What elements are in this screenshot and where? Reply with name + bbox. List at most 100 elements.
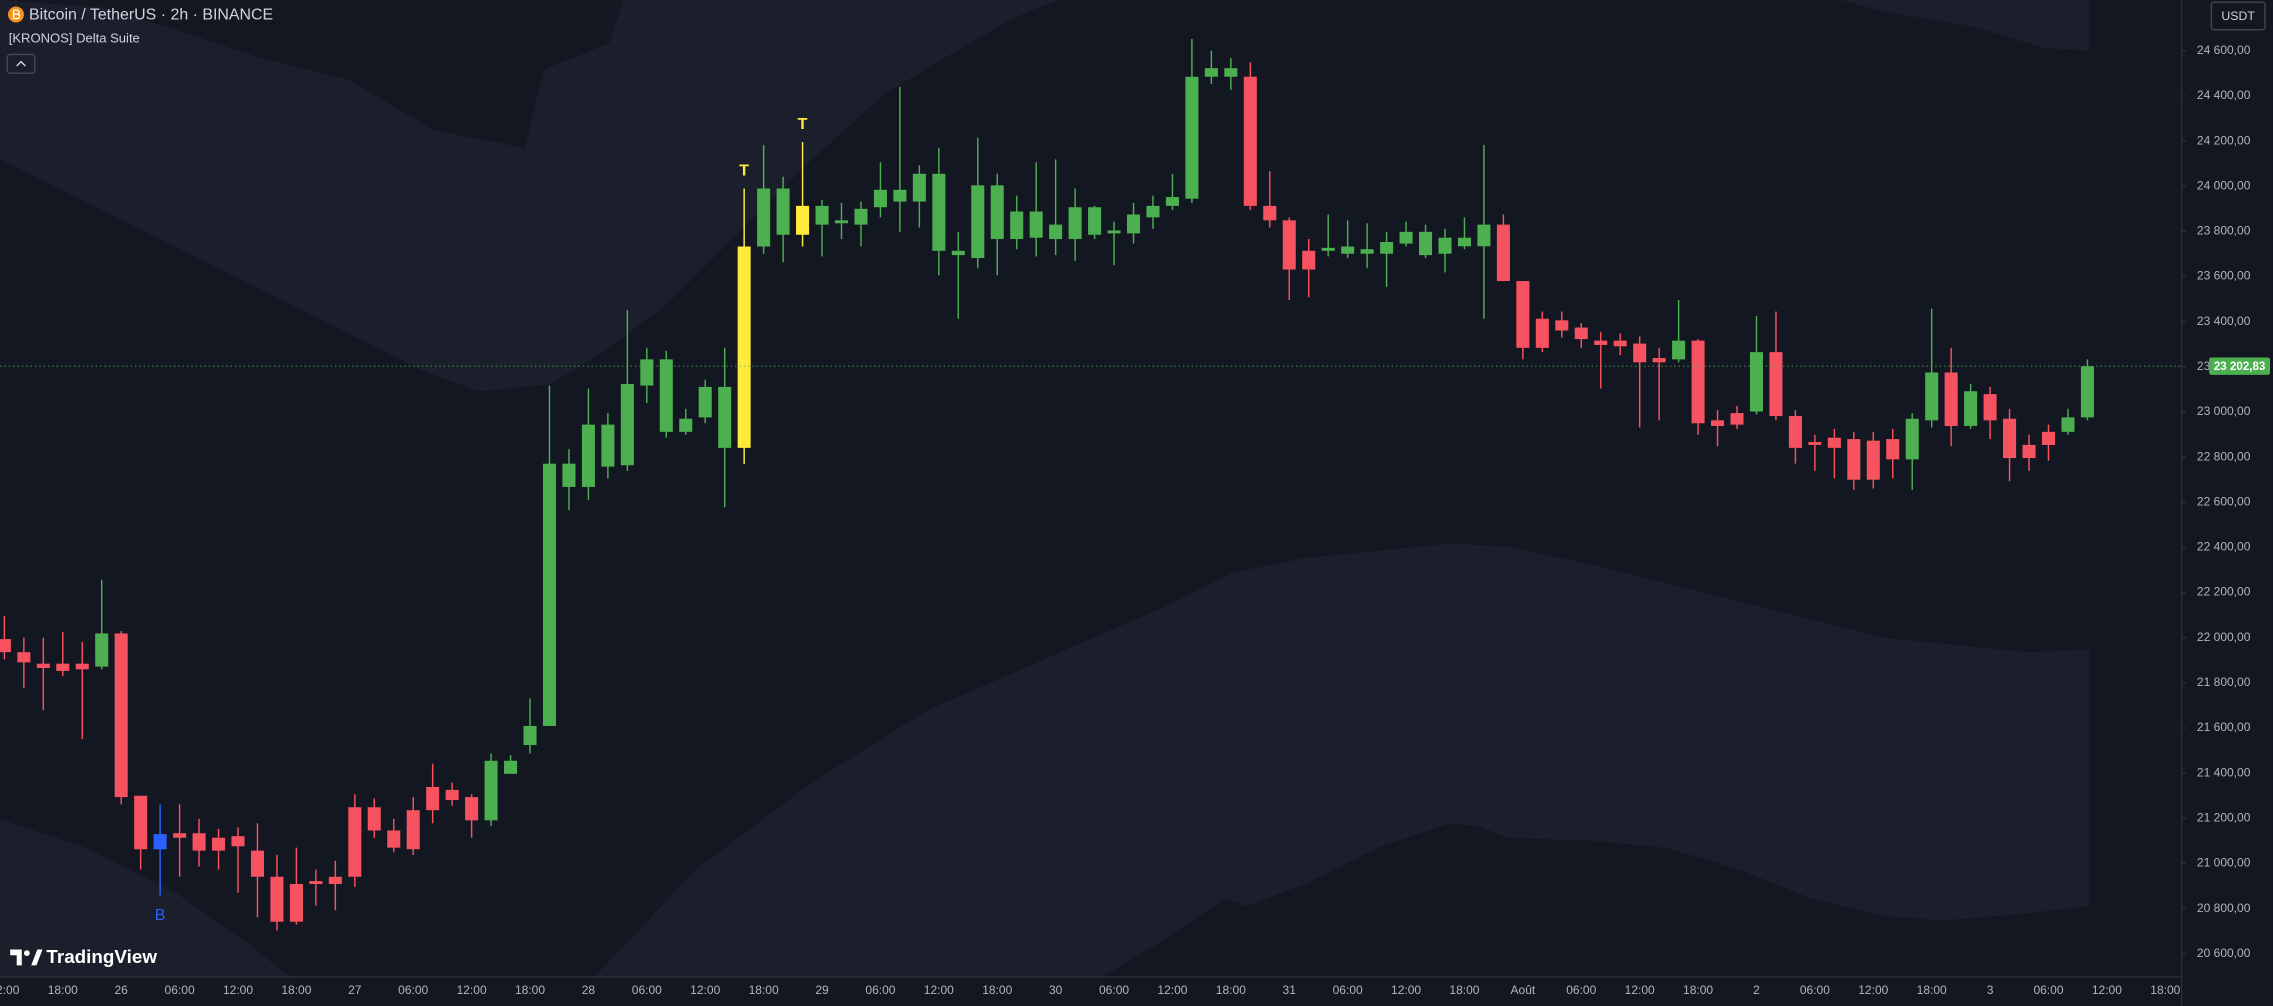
candle-body [1321,247,1335,251]
candle-body [36,663,50,668]
candle-body [1516,281,1530,348]
x-tick-label: 12:00 [2092,983,2122,997]
candle-body [1496,224,1510,282]
x-tick-label: 06:00 [1333,983,1363,997]
candle-body [1866,440,1880,480]
candle-body [1224,68,1238,77]
candle-body [757,188,771,247]
candle-body [153,834,167,850]
y-tick-label: 21 800,00 [2197,675,2251,689]
candle-body [815,205,829,225]
candle-body [406,810,420,850]
y-tick-label: 22 000,00 [2197,630,2251,644]
candle-body [581,424,595,487]
candle-body [250,850,264,877]
candle-body [2061,417,2075,432]
candle-body [1633,343,1647,363]
candle-body [212,837,226,851]
candle-body [679,418,693,432]
candle-body [134,795,148,850]
x-tick-label: 18:00 [749,983,779,997]
x-tick-label: 12:00 [457,983,487,997]
y-tick-label: 22 600,00 [2197,494,2251,508]
x-tick-label: 29 [815,983,829,997]
candle-body [465,797,479,821]
candle-body [387,830,401,848]
x-tick-label: 26 [115,983,129,997]
candle-body [1107,230,1121,234]
y-tick-label: 22 800,00 [2197,449,2251,463]
candle-body [192,833,206,851]
y-tick-label: 21 000,00 [2197,856,2251,870]
candle-body [95,633,109,667]
y-tick-label: 22 400,00 [2197,540,2251,554]
candle-body [698,386,712,418]
candle-body [2003,418,2017,459]
x-tick-label: 18:00 [1683,983,1713,997]
y-tick-label: 24 000,00 [2197,178,2251,192]
candle-body [523,725,537,745]
candle-body [1769,352,1783,417]
candle-body [328,876,342,885]
x-tick-label: 18:00 [1216,983,1246,997]
x-tick-label: 2 [1753,983,1760,997]
candle-body [114,633,128,798]
candle-body [1672,340,1686,360]
y-tick-label: 22 200,00 [2197,585,2251,599]
candle-body [1302,250,1316,270]
candle-body [445,789,459,801]
x-tick-label: 06:00 [2033,983,2063,997]
lower-band [0,819,290,978]
candle-body [1165,197,1179,206]
candle-body [1652,358,1666,363]
candle-body [2080,366,2094,418]
candle-body [1068,207,1082,240]
candle-body [873,189,887,208]
y-tick-label: 21 200,00 [2197,810,2251,824]
symbol-title: Bitcoin / TetherUS · 2h · BINANCE [29,6,273,23]
collapse-button[interactable] [6,53,36,74]
candle-body [737,246,751,448]
logo-mark [31,949,43,966]
candle-body [1263,205,1277,221]
currency-box [2210,1,2266,31]
candle-body [1360,249,1374,254]
candle-body [1788,416,1802,448]
candle-body [1146,205,1160,218]
coin-glyph [12,9,21,20]
candle-body [1457,237,1471,247]
x-tick-label: 06:00 [1099,983,1129,997]
x-tick-label: Août [1511,983,1536,997]
candle-body [1711,420,1725,426]
candle-body [289,884,303,922]
candle-body [562,463,576,487]
candle-body [951,250,965,256]
candle-body [893,189,907,202]
currency-button[interactable]: USDT [2210,1,2266,31]
y-tick-label: 24 200,00 [2197,133,2251,147]
candle-body [640,359,654,386]
x-tick-label: 27 [348,983,362,997]
candle-body [2022,444,2036,459]
candle-body [1808,442,1822,445]
collapse-caret [16,60,26,67]
candle-body [367,807,381,831]
x-tick-label: 06:00 [165,983,195,997]
candle-body [1730,413,1744,425]
candle-body [1438,237,1452,254]
x-tick-label: 06:00 [1800,983,1830,997]
candle-body [1535,318,1549,348]
y-tick-label: 23 400,00 [2197,314,2251,328]
candle-body [1243,76,1257,206]
x-tick-label: 18:00 [1917,983,1947,997]
candle-body [1574,327,1588,340]
currency-label: USDT [2221,9,2255,23]
candle-body [1613,340,1627,347]
candle-body [1399,231,1413,244]
candle-body [504,760,518,774]
x-tick-label: 06:00 [632,983,662,997]
candle-body [348,807,362,877]
x-tick-label: 18:00 [48,983,78,997]
x-tick-label: 31 [1283,983,1297,997]
candle-body [932,173,946,251]
